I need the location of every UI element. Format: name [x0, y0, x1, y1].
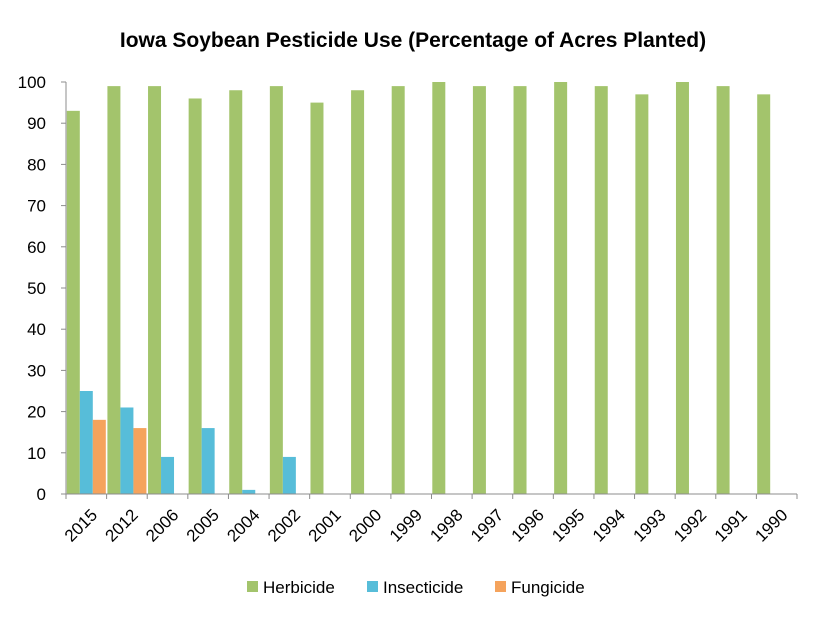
bar-herbicide-1995	[554, 82, 568, 494]
x-tick-label-2015: 2015	[61, 505, 101, 545]
y-tick-label: 100	[18, 73, 46, 92]
x-tick-label-1991: 1991	[711, 505, 751, 545]
x-tick-label-1996: 1996	[508, 505, 548, 545]
bar-fungicide-2015	[92, 419, 106, 494]
x-tick-label-2012: 2012	[102, 505, 142, 545]
bar-herbicide-1993	[635, 94, 649, 495]
legend-swatch-insecticide	[367, 581, 378, 592]
bar-herbicide-1990	[757, 94, 771, 495]
bar-herbicide-1997	[472, 86, 486, 495]
y-tick-label: 40	[27, 320, 46, 339]
x-tick-label-2002: 2002	[264, 505, 304, 545]
x-tick-label-2000: 2000	[345, 505, 385, 545]
x-tick-label-1993: 1993	[630, 505, 670, 545]
bar-herbicide-2002	[269, 86, 283, 495]
legend-label-herbicide: Herbicide	[263, 578, 335, 597]
legend-swatch-herbicide	[247, 581, 258, 592]
y-tick-label: 80	[27, 155, 46, 174]
bar-herbicide-2005	[188, 98, 202, 494]
bar-herbicide-1996	[513, 86, 527, 495]
bar-insecticide-2006	[161, 456, 175, 494]
bar-herbicide-1999	[391, 86, 405, 495]
legend-label-fungicide: Fungicide	[511, 578, 585, 597]
y-axis-ticks: 0 10 20 30 40 50 60 70 80 90 100	[18, 73, 66, 504]
bar-insecticide-2005	[201, 428, 215, 494]
x-tick-label-1992: 1992	[670, 505, 710, 545]
bar-insecticide-2015	[79, 391, 93, 494]
x-tick-label-1999: 1999	[386, 505, 426, 545]
x-tick-label-1990: 1990	[751, 505, 791, 545]
y-tick-label: 70	[27, 197, 46, 216]
x-tick-label-2001: 2001	[305, 505, 345, 545]
x-tick-label-1997: 1997	[467, 505, 507, 545]
y-tick-label: 10	[27, 444, 46, 463]
bar-herbicide-2001	[310, 102, 324, 494]
bar-herbicide-2006	[148, 86, 162, 495]
x-tick-label-2006: 2006	[142, 505, 182, 545]
bars	[66, 82, 771, 495]
x-tick-label-1998: 1998	[426, 505, 466, 545]
x-tick-label-1994: 1994	[589, 505, 629, 545]
legend-label-insecticide: Insecticide	[383, 578, 463, 597]
bar-herbicide-2000	[351, 90, 365, 495]
y-tick-label: 50	[27, 279, 46, 298]
bar-herbicide-1998	[432, 82, 446, 494]
x-tick-label-2004: 2004	[223, 505, 263, 545]
bar-herbicide-1994	[594, 86, 608, 495]
bar-herbicide-2004	[229, 90, 243, 495]
y-tick-label: 30	[27, 361, 46, 380]
y-tick-label: 20	[27, 403, 46, 422]
x-tick-label-1995: 1995	[548, 505, 588, 545]
bar-fungicide-2012	[133, 428, 147, 494]
bar-insecticide-2002	[282, 456, 296, 494]
legend-swatch-fungicide	[495, 581, 506, 592]
bar-herbicide-1992	[675, 82, 689, 494]
bar-insecticide-2012	[120, 407, 134, 494]
bar-herbicide-2015	[66, 110, 80, 494]
bar-herbicide-1991	[716, 86, 730, 495]
bar-herbicide-2012	[107, 86, 121, 495]
x-axis-ticks: 2015 2012 2006 2005 2004 2002 2001 2000 1999 1998…	[61, 494, 798, 546]
chart-title: Iowa Soybean Pesticide Use (Percentage o…	[120, 29, 706, 52]
y-tick-label: 60	[27, 238, 46, 257]
legend: Herbicide Insecticide Fungicide	[247, 578, 585, 597]
x-tick-label-2005: 2005	[183, 505, 223, 545]
bar-insecticide-2004	[242, 489, 256, 494]
y-tick-label: 0	[37, 485, 46, 504]
y-tick-label: 90	[27, 114, 46, 133]
